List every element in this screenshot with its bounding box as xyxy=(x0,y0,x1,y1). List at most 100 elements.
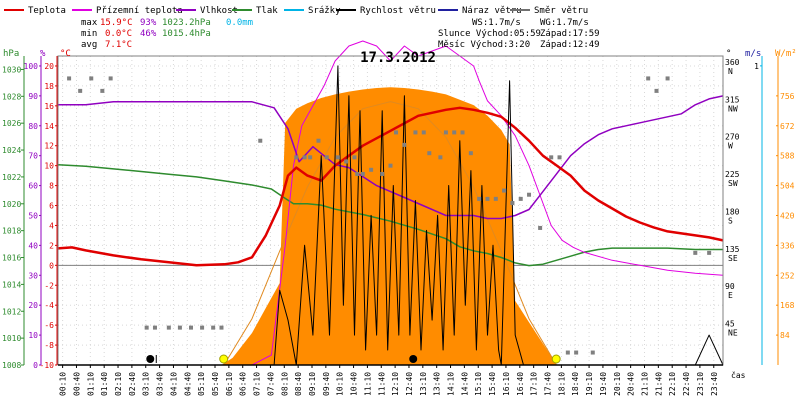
moonrise-marker xyxy=(146,355,155,363)
wind-direction-point xyxy=(460,130,465,135)
dir-tick-label: 360 xyxy=(725,58,740,67)
x-tick-label: 00:40 xyxy=(72,372,81,396)
hpa-tick-label: 1020 xyxy=(2,200,21,209)
wind-direction-point xyxy=(369,167,374,172)
wind-direction-point xyxy=(443,130,448,135)
wind-direction-point xyxy=(360,171,365,176)
x-tick-label: 10:40 xyxy=(350,372,359,396)
legend-label: Srážky xyxy=(308,6,341,16)
x-tick-label: 15:40 xyxy=(488,372,497,396)
c-tick-label: -2 xyxy=(44,281,54,290)
stat-max-hum: 93% xyxy=(140,18,157,28)
c-tick-label: -10 xyxy=(40,361,55,370)
ground-temperature-line xyxy=(58,40,724,366)
wind-gust-line xyxy=(58,65,724,366)
dir-compass-label: N xyxy=(728,67,733,76)
legend-label: Rychlost větru xyxy=(360,6,436,16)
wind-direction-point xyxy=(144,325,149,330)
c-tick-label: 20 xyxy=(44,62,54,71)
wm2-tick-label: 336 xyxy=(780,241,795,250)
legend-label: Teplota xyxy=(28,6,66,16)
x-tick-label: 20:10 xyxy=(613,372,622,396)
stat-min-press: 1015.4hPa xyxy=(162,29,211,39)
dir-compass-label: S xyxy=(728,216,733,225)
x-tick-label: 03:40 xyxy=(156,372,165,396)
hpa-axis-label: hPa xyxy=(3,49,19,59)
wind-direction-point xyxy=(646,76,651,81)
wind-direction-point xyxy=(189,325,193,330)
x-tick-label: 01:40 xyxy=(100,372,109,396)
wind-direction-point xyxy=(707,250,712,255)
x-tick-label: 08:10 xyxy=(280,372,289,396)
wind-direction-point xyxy=(493,196,498,201)
pct-tick-label: 50 xyxy=(28,211,38,220)
x-tick-label: 14:10 xyxy=(447,372,456,396)
c-tick-label: -6 xyxy=(44,321,54,330)
stat-min-hum: 46% xyxy=(140,29,157,39)
wind-direction-point xyxy=(344,159,349,164)
stat-moon-set: Západ:12:49 xyxy=(540,40,600,50)
x-tick-label: 06:40 xyxy=(239,372,248,396)
sunrise-marker xyxy=(219,354,229,364)
wm2-tick-label: 420 xyxy=(780,211,795,220)
hpa-tick-label: 1018 xyxy=(2,227,21,236)
chart-date-title: 17.3.2012 xyxy=(360,50,436,66)
x-tick-label: 12:40 xyxy=(405,372,414,396)
c-tick-label: 10 xyxy=(44,162,54,171)
x-tick-label: 11:40 xyxy=(377,372,386,396)
dir-tick-label: 45 xyxy=(725,320,735,329)
stat-avg-temp: 7.1°C xyxy=(105,40,132,50)
stat-min-temp: 0.0°C xyxy=(105,29,132,39)
x-tick-label: 16:10 xyxy=(502,372,511,396)
wind-direction-point xyxy=(152,325,157,330)
wind-direction-point xyxy=(388,163,393,168)
wind-direction-point xyxy=(452,130,457,135)
stat-moon: Měsíc Východ:3:20 xyxy=(438,40,530,50)
wind-direction-point xyxy=(211,325,216,330)
wind-direction-point xyxy=(380,171,385,176)
legend-label: Přízemní teplota xyxy=(96,6,183,16)
hpa-tick-label: 1026 xyxy=(2,119,21,128)
x-tick-label: 19:10 xyxy=(585,372,594,396)
legend-label: Směr větru xyxy=(534,6,588,16)
wind-direction-point xyxy=(67,76,72,81)
legend: Teplota Přízemní teplota Vlhkost Tlak Srážky… xyxy=(4,6,588,16)
x-tick-label: 23:10 xyxy=(696,372,705,396)
wind-direction-point xyxy=(200,325,205,330)
wind-direction-point xyxy=(316,138,321,143)
c-tick-label: 12 xyxy=(44,142,54,151)
x-tick-label: 18:10 xyxy=(557,372,566,396)
wm2-tick-label: 84 xyxy=(780,331,790,340)
dir-compass-label: W xyxy=(728,142,733,151)
stat-wg: WG:1.7m/s xyxy=(540,18,589,28)
wind-direction-point xyxy=(413,130,418,135)
x-tick-label: 06:10 xyxy=(225,372,234,396)
stat-ws: WS:1.7m/s xyxy=(472,18,521,28)
x-tick-label: 09:10 xyxy=(308,372,317,396)
hpa-tick-label: 1022 xyxy=(2,173,21,182)
x-tick-label: 07:10 xyxy=(253,372,262,396)
x-tick-label: 00:10 xyxy=(59,372,68,396)
c-tick-label: -4 xyxy=(44,301,54,310)
wind-direction-point xyxy=(438,155,443,160)
wind-direction-point xyxy=(219,325,224,330)
x-tick-label: 04:40 xyxy=(183,372,192,396)
wind-direction-point xyxy=(477,196,482,201)
pct-tick-label: 40 xyxy=(28,241,38,250)
dir-tick-label: 180 xyxy=(725,207,740,216)
moonset-marker xyxy=(409,355,418,363)
c-tick-label: 18 xyxy=(44,82,54,91)
wind-direction-point xyxy=(335,155,340,160)
wind-direction-point xyxy=(502,188,507,193)
x-tick-label: 19:40 xyxy=(599,372,608,396)
stat-min-label: min xyxy=(81,29,97,39)
x-tick-label: 14:40 xyxy=(460,372,469,396)
x-tick-label: 22:10 xyxy=(668,372,677,396)
wind-direction-point xyxy=(166,325,171,330)
x-tick-label: 17:10 xyxy=(530,372,539,396)
c-tick-label: 0 xyxy=(49,261,54,270)
c-tick-label: 8 xyxy=(49,182,54,191)
wind-direction-point xyxy=(78,88,83,93)
wind-direction-point xyxy=(527,192,532,197)
